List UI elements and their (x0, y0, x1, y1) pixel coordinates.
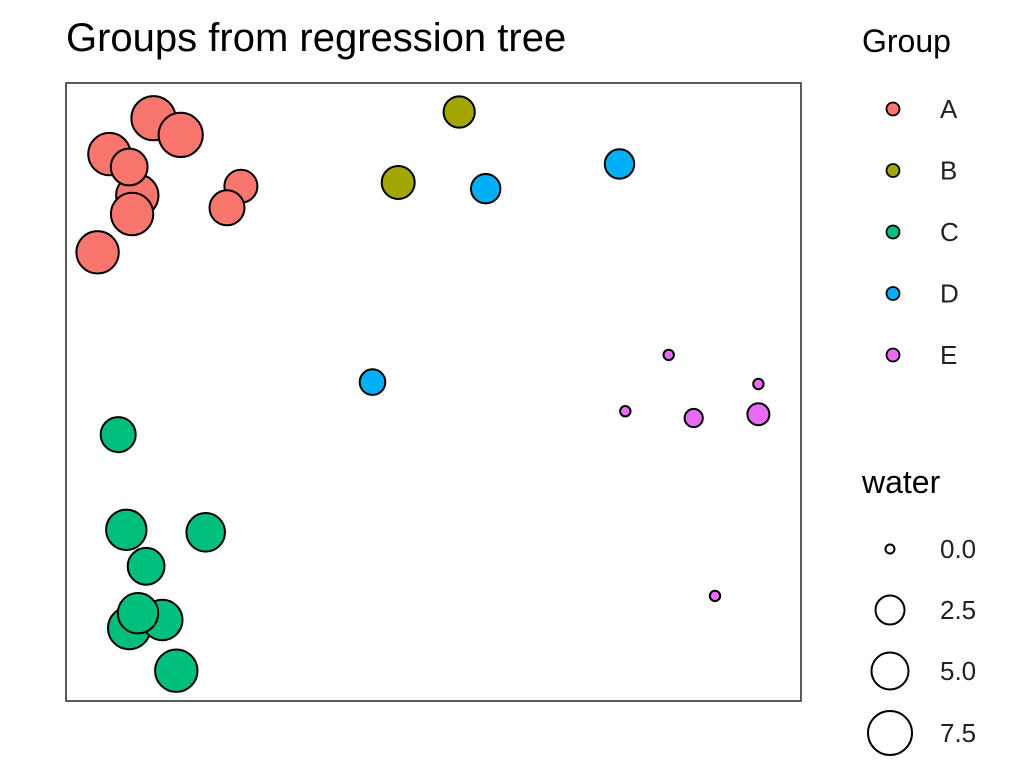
point-e-4 (683, 407, 704, 429)
point-a-9 (75, 230, 120, 275)
point-c-2 (105, 508, 148, 551)
point-c-4 (126, 546, 166, 586)
legend-label-b: B (940, 156, 957, 186)
point-a-5 (109, 147, 149, 187)
point-d-1 (470, 173, 502, 205)
point-d-3 (358, 368, 387, 396)
legend-label-c: C (940, 217, 959, 247)
size-legend-label-1: 2.5 (940, 595, 976, 625)
point-e-1 (662, 348, 675, 362)
point-c-7 (116, 592, 160, 635)
point-b-1 (442, 95, 476, 129)
point-e-6 (708, 589, 722, 603)
chart-title: Groups from regression tree (66, 16, 566, 60)
legend-key-b (885, 163, 901, 178)
legend-key-e (885, 347, 901, 363)
legend-key-a (885, 101, 901, 117)
point-b-2 (380, 165, 416, 200)
color-legend-title: Group (862, 23, 951, 59)
legend-key-c (885, 224, 901, 240)
size-legend-key-1 (874, 594, 906, 626)
size-legend-key-2 (870, 651, 910, 691)
legend: Group water A B C D E 0.0 2.5 5.0 7.5 (861, 23, 976, 756)
point-a-6 (109, 191, 155, 237)
legend-label-d: D (940, 279, 959, 309)
point-a-2 (157, 111, 204, 158)
point-c-8 (154, 648, 199, 693)
legend-label-e: E (940, 340, 957, 370)
legend-label-a: A (940, 94, 958, 124)
plot-panel (65, 82, 802, 702)
point-d-2 (603, 148, 636, 180)
size-legend-key-0 (884, 543, 896, 555)
point-e-2 (752, 377, 765, 391)
legend-key-d (885, 286, 901, 301)
size-legend-title: water (861, 464, 941, 500)
point-e-5 (746, 402, 771, 427)
points-layer (75, 95, 771, 693)
size-legend-label-2: 5.0 (940, 656, 976, 686)
size-legend-label-0: 0.0 (940, 534, 976, 564)
point-c-3 (185, 512, 226, 553)
point-c-1 (99, 416, 137, 454)
point-e-3 (619, 405, 632, 418)
size-legend-key-3 (867, 710, 913, 756)
point-a-8 (208, 189, 246, 227)
size-legend-label-3: 7.5 (940, 718, 976, 748)
